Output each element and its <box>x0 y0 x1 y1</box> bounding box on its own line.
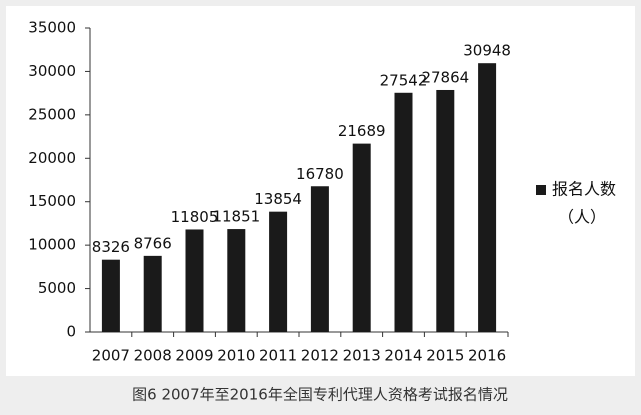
bar <box>269 211 288 332</box>
y-tick-label: 10000 <box>28 236 76 254</box>
value-label: 30948 <box>463 42 511 60</box>
legend-swatch <box>536 185 546 195</box>
bar <box>436 89 455 332</box>
bar <box>227 229 246 332</box>
x-tick-label: 2010 <box>217 347 255 365</box>
value-label: 11851 <box>212 208 260 226</box>
x-tick-label: 2012 <box>301 347 339 365</box>
y-tick-label: 30000 <box>28 62 76 80</box>
x-tick-label: 2007 <box>92 347 130 365</box>
value-label: 21689 <box>338 122 386 140</box>
x-tick-label: 2015 <box>426 347 464 365</box>
y-tick-label: 20000 <box>28 149 76 167</box>
bar <box>185 229 204 332</box>
bar <box>394 92 413 332</box>
value-label: 27864 <box>421 68 469 86</box>
y-tick-label: 35000 <box>28 19 76 37</box>
y-tick-label: 0 <box>66 323 76 341</box>
bar <box>310 186 329 332</box>
legend-label: 报名人数 <box>552 180 616 199</box>
value-label: 8766 <box>134 234 172 252</box>
x-tick-label: 2014 <box>384 347 422 365</box>
x-tick-label: 2016 <box>468 347 506 365</box>
chart-caption: 图6 2007年至2016年全国专利代理人资格考试报名情况 <box>132 386 508 404</box>
x-tick-label: 2009 <box>175 347 213 365</box>
bar <box>478 63 497 332</box>
value-label: 8326 <box>92 238 130 256</box>
bar <box>101 259 120 332</box>
value-label: 16780 <box>296 165 344 183</box>
value-label: 11805 <box>171 208 219 226</box>
x-tick-label: 2008 <box>134 347 172 365</box>
y-tick-label: 25000 <box>28 105 76 123</box>
bar <box>143 255 162 332</box>
x-tick-label: 2013 <box>343 347 381 365</box>
value-label: 13854 <box>254 190 302 208</box>
y-tick-label: 15000 <box>28 192 76 210</box>
value-label: 27542 <box>380 71 428 89</box>
legend-unit: （人） <box>558 208 606 227</box>
bar <box>352 143 371 332</box>
y-tick-label: 5000 <box>38 279 76 297</box>
x-tick-label: 2011 <box>259 347 297 365</box>
